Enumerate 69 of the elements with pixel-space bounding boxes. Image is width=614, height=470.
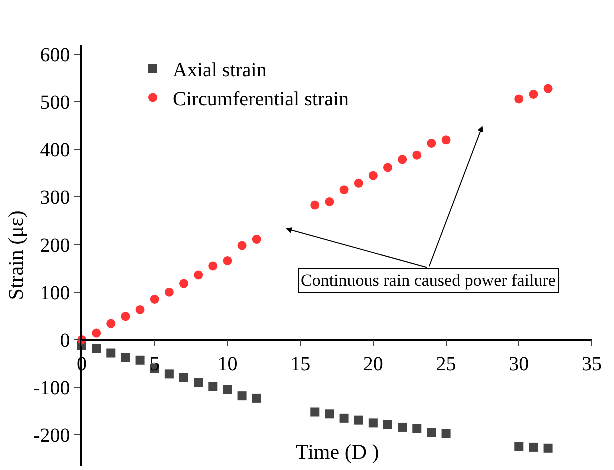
- point: [92, 344, 102, 354]
- point: [354, 178, 364, 188]
- point: [121, 312, 130, 322]
- point: [325, 410, 334, 419]
- y-tick-label: 400: [40, 140, 70, 162]
- point: [223, 385, 232, 394]
- point: [442, 136, 451, 145]
- point: [252, 235, 262, 244]
- point: [164, 370, 174, 379]
- point: [223, 256, 232, 266]
- point: [252, 394, 262, 403]
- legend-label: Circumferential strain: [173, 88, 350, 111]
- point: [208, 382, 218, 392]
- point: [544, 444, 553, 453]
- point: [398, 155, 408, 164]
- point: [310, 200, 320, 210]
- x-axis-title: Time (D ): [296, 440, 380, 464]
- x-tick-label: 20: [363, 354, 384, 376]
- point: [384, 420, 392, 430]
- point: [412, 424, 422, 434]
- y-tick-label: 100: [40, 282, 70, 304]
- point: [340, 186, 349, 195]
- x-tick-label: 35: [582, 354, 602, 376]
- point: [514, 94, 524, 104]
- annotation: Continuous rain caused power failure: [301, 271, 556, 290]
- point: [354, 416, 364, 425]
- point: [136, 356, 145, 365]
- point: [442, 429, 451, 438]
- point: [325, 197, 334, 206]
- y-tick-label: -200: [34, 425, 70, 448]
- point: [412, 150, 422, 160]
- y-tick-label: 0: [60, 330, 70, 352]
- point: [427, 428, 436, 438]
- point: [340, 414, 349, 423]
- x-tick-label: 15: [290, 354, 311, 376]
- point: [514, 442, 524, 452]
- point: [194, 378, 204, 388]
- point: [150, 295, 160, 304]
- legend-label: Axial strain: [173, 60, 267, 82]
- y-tick-label: 600: [40, 44, 70, 67]
- point: [238, 241, 247, 250]
- x-tick-label: 25: [436, 354, 456, 376]
- point: [121, 354, 130, 363]
- point: [180, 373, 188, 382]
- point: [384, 163, 392, 172]
- point: [92, 328, 102, 338]
- point: [164, 288, 174, 297]
- y-axis-title: Strain (με): [4, 210, 28, 300]
- point: [238, 392, 247, 401]
- point: [529, 442, 538, 452]
- point: [398, 422, 408, 432]
- point: [106, 319, 116, 328]
- point: [368, 171, 378, 180]
- point: [368, 418, 378, 428]
- y-tick-label: 500: [40, 92, 70, 114]
- x-tick-label: 10: [218, 354, 238, 376]
- point: [310, 408, 320, 417]
- point: [106, 348, 116, 358]
- point: [529, 90, 538, 99]
- point: [427, 138, 436, 148]
- y-tick-label: 200: [40, 234, 70, 257]
- point: [136, 305, 145, 314]
- x-tick-label: 30: [509, 354, 530, 376]
- y-tick-label: 300: [40, 187, 70, 210]
- point: [544, 84, 553, 94]
- point: [194, 270, 204, 280]
- point: [208, 262, 218, 271]
- y-tick-label: -100: [34, 378, 70, 400]
- point: [180, 279, 188, 288]
